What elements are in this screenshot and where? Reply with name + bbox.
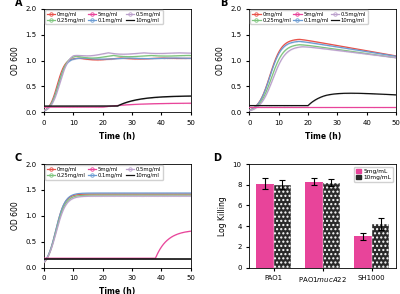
Legend: 5mg/mL, 10mg/mL: 5mg/mL, 10mg/mL [354, 167, 393, 182]
Legend: 0mg/ml, 0.25mg/ml, 5mg/ml, 0.1mg/ml, 0.5mg/ml, 10mg/ml: 0mg/ml, 0.25mg/ml, 5mg/ml, 0.1mg/ml, 0.5… [45, 10, 163, 24]
Y-axis label: OD 600: OD 600 [10, 201, 20, 230]
Y-axis label: OD 600: OD 600 [216, 46, 225, 75]
Text: A: A [15, 0, 22, 8]
Y-axis label: OD 600: OD 600 [10, 46, 20, 75]
Text: B: B [220, 0, 227, 8]
Bar [256, 184, 274, 268]
Bar [305, 182, 323, 268]
Text: D: D [213, 153, 221, 163]
Bar [274, 185, 291, 268]
Bar [354, 236, 372, 268]
Legend: 0mg/ml, 0.25mg/ml, 5mg/ml, 0.1mg/ml, 0.5mg/ml, 10mg/ml: 0mg/ml, 0.25mg/ml, 5mg/ml, 0.1mg/ml, 0.5… [45, 165, 163, 180]
X-axis label: Time (h): Time (h) [304, 131, 341, 141]
X-axis label: Time (h): Time (h) [99, 287, 136, 294]
Y-axis label: Log Killing: Log Killing [218, 196, 227, 236]
Text: C: C [15, 153, 22, 163]
Bar [323, 183, 340, 268]
Legend: 0mg/ml, 0.25mg/ml, 5mg/ml, 0.1mg/ml, 0.5mg/ml, 10mg/ml: 0mg/ml, 0.25mg/ml, 5mg/ml, 0.1mg/ml, 0.5… [250, 10, 368, 24]
Bar [372, 224, 389, 268]
X-axis label: Time (h): Time (h) [99, 131, 136, 141]
